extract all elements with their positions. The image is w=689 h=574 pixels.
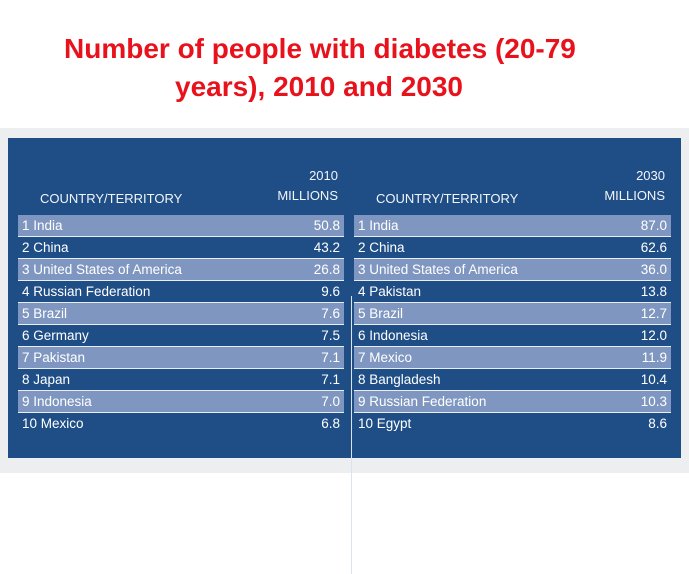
table-2010-rows: 1 India 50.8 2 China 43.2 3 United States of…: [18, 215, 344, 435]
country-header-2010: COUNTRY/TERRITORY: [40, 191, 183, 206]
table-row: 10 Egypt 8.6: [354, 413, 671, 435]
table-row: 7 Pakistan 7.1: [18, 347, 344, 369]
value-cell: 7.6: [321, 306, 340, 321]
country-cell: 10 Mexico: [22, 416, 84, 431]
value-cell: 7.5: [321, 328, 340, 343]
year-label-2030: 2030: [636, 168, 665, 183]
value-cell: 62.6: [640, 240, 667, 255]
table-row: 6 Indonesia 12.0: [354, 325, 671, 347]
column-divider: [351, 296, 352, 574]
table-row: 1 India 87.0: [354, 215, 671, 237]
country-cell: 4 Russian Federation: [22, 284, 151, 299]
unit-label-2030: MILLIONS: [604, 188, 665, 203]
diabetes-table-panel: COUNTRY/TERRITORY 2010 MILLIONS 1 India 5…: [8, 138, 681, 574]
table-row: 8 Japan 7.1: [18, 369, 344, 391]
value-cell: 8.6: [648, 416, 667, 431]
table-row: 6 Germany 7.5: [18, 325, 344, 347]
country-header-2030: COUNTRY/TERRITORY: [376, 191, 519, 206]
country-cell: 6 Indonesia: [358, 328, 428, 343]
unit-header-2010: 2010 MILLIONS: [277, 166, 338, 206]
table-row: 7 Mexico 11.9: [354, 347, 671, 369]
country-cell: 7 Mexico: [358, 350, 413, 365]
table-row: 2 China 43.2: [18, 237, 344, 259]
table-2010: COUNTRY/TERRITORY 2010 MILLIONS 1 India 5…: [18, 138, 344, 458]
unit-label-2010: MILLIONS: [277, 188, 338, 203]
table-row: 10 Mexico 6.8: [18, 413, 344, 435]
unit-header-2030: 2030 MILLIONS: [604, 166, 665, 206]
country-cell: 5 Brazil: [358, 306, 404, 321]
table-2030-rows: 1 India 87.0 2 China 62.6 3 United States of…: [354, 215, 671, 435]
value-cell: 26.8: [313, 262, 340, 277]
country-cell: 7 Pakistan: [22, 350, 86, 365]
table-row: 5 Brazil 12.7: [354, 303, 671, 325]
table-2030: COUNTRY/TERRITORY 2030 MILLIONS 1 India 8…: [354, 138, 671, 458]
country-cell: 6 Germany: [22, 328, 89, 343]
value-cell: 9.6: [321, 284, 340, 299]
table-row: 9 Indonesia 7.0: [18, 391, 344, 413]
country-cell: 8 Japan: [22, 372, 71, 387]
table-row: 3 United States of America 26.8: [18, 259, 344, 281]
title-line-2: years), 2010 and 2030: [175, 71, 463, 102]
country-cell: 8 Bangladesh: [358, 372, 441, 387]
value-cell: 10.4: [640, 372, 667, 387]
title-line-1: Number of people with diabetes (20-79: [64, 33, 576, 64]
value-cell: 11.9: [641, 350, 667, 365]
country-cell: 5 Brazil: [22, 306, 68, 321]
value-cell: 36.0: [640, 262, 667, 277]
value-cell: 7.1: [321, 372, 340, 387]
year-label-2010: 2010: [309, 168, 338, 183]
table-row: 2 China 62.6: [354, 237, 671, 259]
value-cell: 12.0: [640, 328, 667, 343]
slide-title: Number of people with diabetes (20-79 ye…: [0, 30, 689, 106]
value-cell: 87.0: [640, 218, 667, 233]
country-cell: 1 India: [358, 218, 399, 233]
table-row: 8 Bangladesh 10.4: [354, 369, 671, 391]
country-cell: 2 China: [22, 240, 69, 255]
table-row: 1 India 50.8: [18, 215, 344, 237]
country-cell: 4 Pakistan: [358, 284, 422, 299]
country-cell: 10 Egypt: [358, 416, 412, 431]
value-cell: 43.2: [313, 240, 340, 255]
table-row: 3 United States of America 36.0: [354, 259, 671, 281]
table-row: 4 Russian Federation 9.6: [18, 281, 344, 303]
value-cell: 50.8: [313, 218, 340, 233]
table-2030-header: COUNTRY/TERRITORY 2030 MILLIONS: [354, 166, 671, 206]
country-cell: 1 India: [22, 218, 63, 233]
value-cell: 13.8: [640, 284, 667, 299]
value-cell: 6.8: [321, 416, 340, 431]
country-cell: 3 United States of America: [358, 262, 518, 277]
country-cell: 9 Russian Federation: [358, 394, 487, 409]
value-cell: 10.3: [640, 394, 667, 409]
table-row: 9 Russian Federation 10.3: [354, 391, 671, 413]
country-cell: 2 China: [358, 240, 405, 255]
value-cell: 7.0: [321, 394, 340, 409]
value-cell: 12.7: [640, 306, 667, 321]
table-2010-header: COUNTRY/TERRITORY 2010 MILLIONS: [18, 166, 344, 206]
table-row: 5 Brazil 7.6: [18, 303, 344, 325]
country-cell: 9 Indonesia: [22, 394, 92, 409]
value-cell: 7.1: [321, 350, 340, 365]
table-row: 4 Pakistan 13.8: [354, 281, 671, 303]
country-cell: 3 United States of America: [22, 262, 182, 277]
